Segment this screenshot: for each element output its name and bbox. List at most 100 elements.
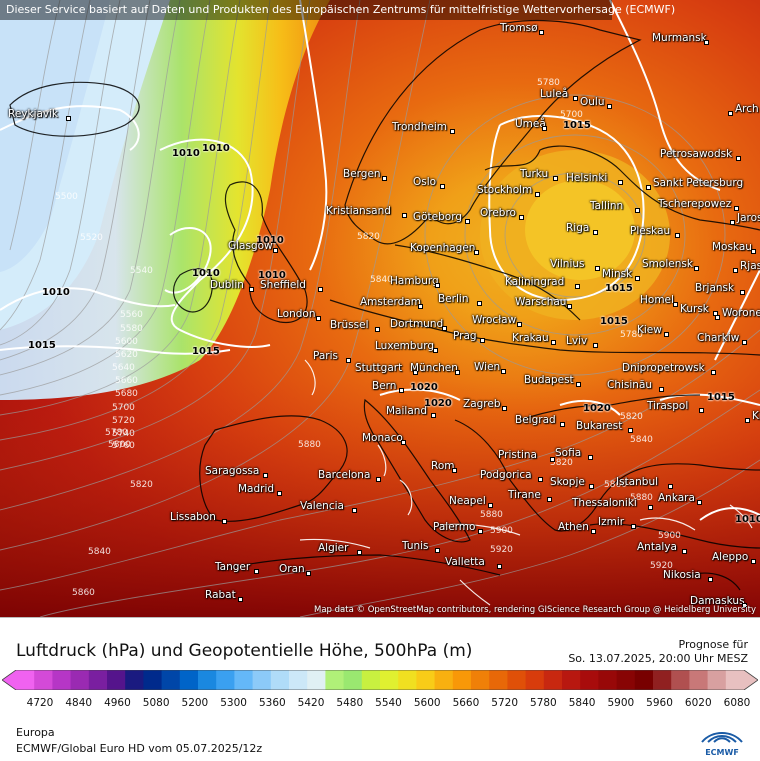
city-label: Moskau [712,241,752,253]
city-marker [477,301,483,306]
city-marker [479,338,485,343]
height-contour-label: 5540 [130,266,153,276]
colorbar-tick-label: 5300 [220,697,247,709]
city-label: Aleppo [712,551,749,563]
height-contour-label: 5760 [112,441,135,451]
height-contour-label: 5880 [298,440,321,450]
city-marker [262,473,268,478]
colorbar-swatch [689,670,709,690]
colorbar-swatch [252,670,272,690]
height-contour-label: 5900 [490,526,513,536]
city-marker [730,220,735,225]
height-contour-label: 5720 [112,416,135,426]
city-marker [346,358,351,363]
city-marker [317,287,323,292]
city-marker [65,116,71,121]
city-marker [745,418,750,423]
city-marker [451,468,457,473]
legend-footer: Luftdruck (hPa) und Geopotentielle Höhe,… [0,617,760,761]
city-marker [474,250,479,255]
city-marker [740,290,746,295]
city-label: Luleå [540,88,569,100]
city-marker [277,491,283,496]
ecmwf-logo-icon [701,732,743,743]
colorbar-tick-label: 5080 [142,697,170,709]
city-marker [488,503,494,508]
city-label: Wrocław [472,314,517,326]
city-marker [316,316,322,321]
city-marker [667,484,673,489]
colorbar-tick-label: 5360 [258,697,286,709]
city-label: Oslo [413,176,437,188]
height-contour-label: 5700 [112,403,135,413]
isobar-label: 1015 [28,340,56,351]
city-marker [566,304,572,309]
colorbar-tick-label: 5840 [568,697,596,709]
colorbar-swatch [234,670,254,690]
city-marker [592,343,598,348]
city-label: Budapest [524,374,574,386]
map-canvas [0,0,760,617]
city-marker [375,477,381,482]
colorbar-swatch [471,670,490,690]
city-label: Turku [520,168,549,180]
height-contour-label: 5840 [88,547,111,557]
city-label: Oulu [580,96,605,108]
city-label: Thessaloniki [572,497,637,509]
colorbar-swatch [671,670,690,690]
city-marker [254,569,260,574]
colorbar-swatch [580,670,599,690]
city-label: Oran [279,563,305,575]
city-marker [589,484,595,489]
isobar-label: 1010 [172,148,200,159]
city-label: Algier [318,542,349,554]
colorbar-swatch [707,670,727,690]
city-marker [742,340,748,345]
colorbar-swatch [562,670,581,690]
city-label: Amsterdam [360,296,421,308]
city-label: Kopenhagen [410,242,476,254]
city-marker [673,302,678,307]
height-contour-label: 5800 [108,440,131,450]
height-contour-label: 5820 [550,458,573,468]
colorbar-tick-label: 5540 [375,697,402,709]
colorbar-swatch [307,670,326,690]
city-label: Stuttgart [355,362,403,374]
ecmwf-logo: ECMWF [698,728,746,757]
city-marker [273,248,279,253]
city-marker [708,577,714,582]
city-marker [432,348,438,353]
colorbar-tick-label: 5600 [413,697,441,709]
city-label: Orebro [480,207,516,219]
city-label: Bern [372,380,397,392]
city-marker [588,455,593,460]
city-label: Hamburg [390,275,439,287]
isobar-label: 1020 [424,398,452,409]
colorbar-swatch [653,670,672,690]
isobar-label: 1015 [563,120,591,131]
colorbar-swatch [598,670,618,690]
colorbar-swatch [725,670,745,690]
colorbar-swatch [143,670,163,690]
city-marker [398,388,404,393]
colorbar-tick-label: 5420 [297,697,325,709]
city-label: Neapel [449,495,486,507]
chart-title: Luftdruck (hPa) und Geopotentielle Höhe,… [16,641,473,661]
colorbar-swatch [543,670,563,690]
city-marker [575,382,581,387]
city-label: Lissabon [170,511,216,523]
colorbar [2,670,758,690]
city-marker [249,287,255,292]
city-marker [635,208,641,213]
city-marker [658,387,664,392]
city-marker [751,559,757,564]
colorbar-tick-label: 5660 [452,697,480,709]
city-label: Kursk [680,303,709,315]
data-source-banner: Dieser Service basiert auf Daten und Pro… [0,0,675,20]
colorbar-swatch [380,670,399,690]
city-marker [221,519,227,524]
city-label: Paris [313,350,338,362]
city-marker [697,500,703,505]
isobar-label: 1015 [707,392,735,403]
isobar-label: 1015 [192,346,220,357]
